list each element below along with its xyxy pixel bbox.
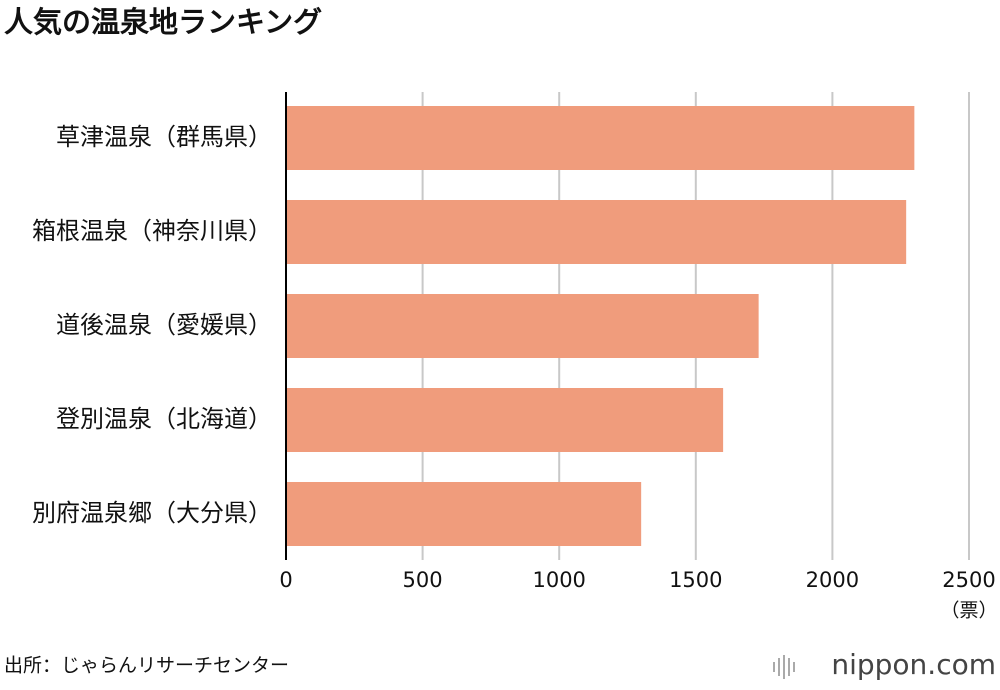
x-tick-label: 1000 <box>532 568 585 592</box>
x-tick-label: 2500 <box>942 568 995 592</box>
logo-icon <box>773 655 795 679</box>
y-tick-label: 登別温泉（北海道） <box>56 405 272 433</box>
logo: nippon.com <box>831 648 996 681</box>
bar <box>286 200 907 264</box>
y-tick-label: 草津温泉（群馬県） <box>56 123 272 151</box>
x-tick-label: 500 <box>403 568 443 592</box>
x-tick-label: 2000 <box>806 568 859 592</box>
source: 出所：じゃらんリサーチセンター <box>4 655 289 677</box>
x-tick-label: 0 <box>279 568 292 592</box>
chart-title: 人気の温泉地ランキング <box>4 5 322 39</box>
x-unit: （票） <box>940 600 997 622</box>
x-tick-label: 1500 <box>669 568 722 592</box>
y-tick-label: 箱根温泉（神奈川県） <box>32 217 272 245</box>
y-tick-label: 道後温泉（愛媛県） <box>56 311 272 339</box>
bar <box>286 106 915 170</box>
bar <box>286 482 642 546</box>
bar <box>286 388 724 452</box>
y-tick-label: 別府温泉郷（大分県） <box>32 499 272 527</box>
bar <box>286 294 759 358</box>
